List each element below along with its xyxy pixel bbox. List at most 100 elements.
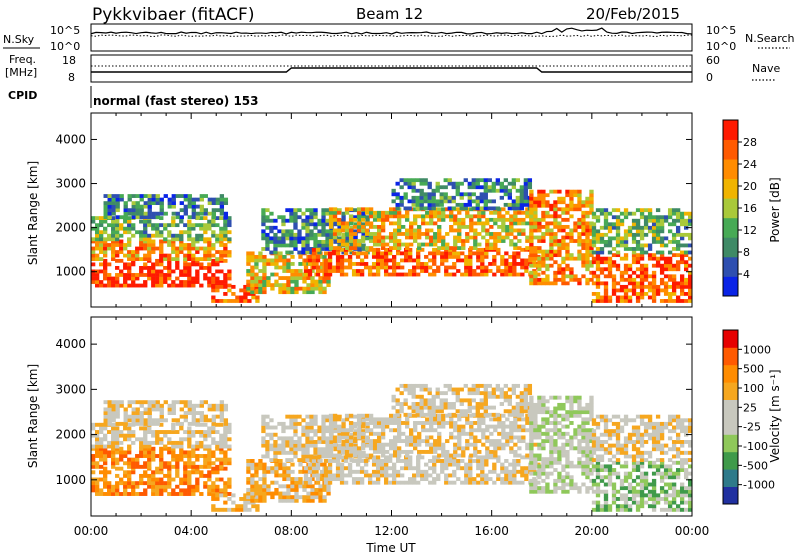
power-cell xyxy=(467,202,472,207)
power-cell xyxy=(545,274,550,279)
velocity-cell xyxy=(476,462,481,467)
velocity-cell xyxy=(95,477,100,482)
power-cell xyxy=(363,251,369,256)
velocity-cell xyxy=(468,473,473,478)
power-cell xyxy=(91,273,96,277)
power-cell xyxy=(395,192,400,197)
velocity-cell xyxy=(447,387,452,392)
power-cell xyxy=(187,226,192,231)
velocity-cell xyxy=(328,413,334,418)
power-cell xyxy=(573,239,578,243)
power-cell xyxy=(405,246,410,250)
power-cell xyxy=(131,211,136,216)
velocity-cell xyxy=(274,491,279,496)
velocity-cell xyxy=(537,453,542,458)
power-cell xyxy=(671,239,677,244)
velocity-cell xyxy=(553,410,558,415)
power-cell xyxy=(423,178,428,183)
velocity-cell xyxy=(463,383,468,388)
power-cell xyxy=(290,286,295,291)
velocity-cell xyxy=(529,399,534,404)
velocity-cell xyxy=(419,402,424,406)
power-cell xyxy=(663,292,669,296)
power-cell xyxy=(520,262,525,266)
power-cell xyxy=(423,199,428,204)
velocity-cell xyxy=(405,435,410,440)
power-cell xyxy=(107,233,112,238)
power-cell xyxy=(339,258,345,263)
power-cell xyxy=(623,215,629,220)
power-cell xyxy=(623,243,629,248)
power-cell xyxy=(269,218,274,223)
power-cell xyxy=(247,292,252,296)
velocity-cell xyxy=(127,422,132,427)
velocity-cell xyxy=(405,449,410,454)
power-cell xyxy=(595,250,601,255)
power-cell xyxy=(553,281,558,286)
power-cell xyxy=(479,195,484,200)
power-cell xyxy=(524,265,529,270)
power-cell xyxy=(139,219,144,224)
power-cell xyxy=(396,262,401,266)
power-cell xyxy=(659,281,665,286)
velocity-cell xyxy=(343,466,349,471)
velocity-cell xyxy=(359,477,365,482)
velocity-cell xyxy=(347,473,353,478)
velocity-cell xyxy=(479,405,484,410)
velocity-cell xyxy=(452,473,457,478)
velocity-cell xyxy=(437,413,442,418)
velocity-cell xyxy=(439,409,444,414)
velocity-cell xyxy=(484,477,489,482)
power-cell xyxy=(223,223,228,228)
velocity-cell xyxy=(286,477,291,482)
velocity-cell xyxy=(545,489,550,494)
velocity-cell xyxy=(549,395,554,400)
power-cell xyxy=(315,265,321,270)
power-cell xyxy=(497,224,502,229)
power-cell xyxy=(361,222,366,227)
velocity-cell xyxy=(395,412,400,417)
velocity-cell xyxy=(507,402,512,406)
velocity-cell xyxy=(509,439,514,444)
power-cell xyxy=(589,263,594,268)
velocity-cell xyxy=(516,469,521,474)
power-cell xyxy=(496,251,501,256)
power-cell xyxy=(311,254,317,259)
velocity-cell xyxy=(301,447,306,452)
power-cell xyxy=(336,232,342,236)
power-cell xyxy=(419,195,424,200)
velocity-cell xyxy=(471,405,476,410)
power-cell xyxy=(298,254,303,259)
power-cell xyxy=(444,251,449,256)
power-cell xyxy=(143,215,148,220)
velocity-cell xyxy=(327,462,333,467)
power-cell xyxy=(505,224,510,229)
power-cell xyxy=(595,267,601,272)
power-cell xyxy=(427,192,432,197)
power-cell xyxy=(321,232,326,237)
power-cell xyxy=(455,192,460,197)
velocity-cell xyxy=(314,469,319,474)
velocity-cell xyxy=(523,398,529,403)
velocity-cell xyxy=(467,405,472,410)
velocity-cell xyxy=(187,457,192,462)
power-cell xyxy=(327,272,333,277)
velocity-cell xyxy=(274,466,279,471)
power-cell xyxy=(663,256,669,261)
velocity-cell xyxy=(520,473,525,478)
velocity-cell xyxy=(107,407,112,412)
power-cell xyxy=(328,224,334,229)
velocity-cell xyxy=(191,414,196,419)
power-cell xyxy=(475,181,480,186)
velocity-cell xyxy=(235,507,240,512)
power-cell xyxy=(227,276,232,281)
power-cell xyxy=(581,214,586,219)
power-cell xyxy=(401,214,406,219)
power-cell xyxy=(258,269,263,273)
power-cell xyxy=(639,215,645,220)
velocity-cell xyxy=(451,405,456,410)
velocity-cell xyxy=(119,430,124,434)
power-cell xyxy=(683,250,689,255)
power-cell xyxy=(211,253,216,258)
velocity-cell xyxy=(278,462,283,467)
